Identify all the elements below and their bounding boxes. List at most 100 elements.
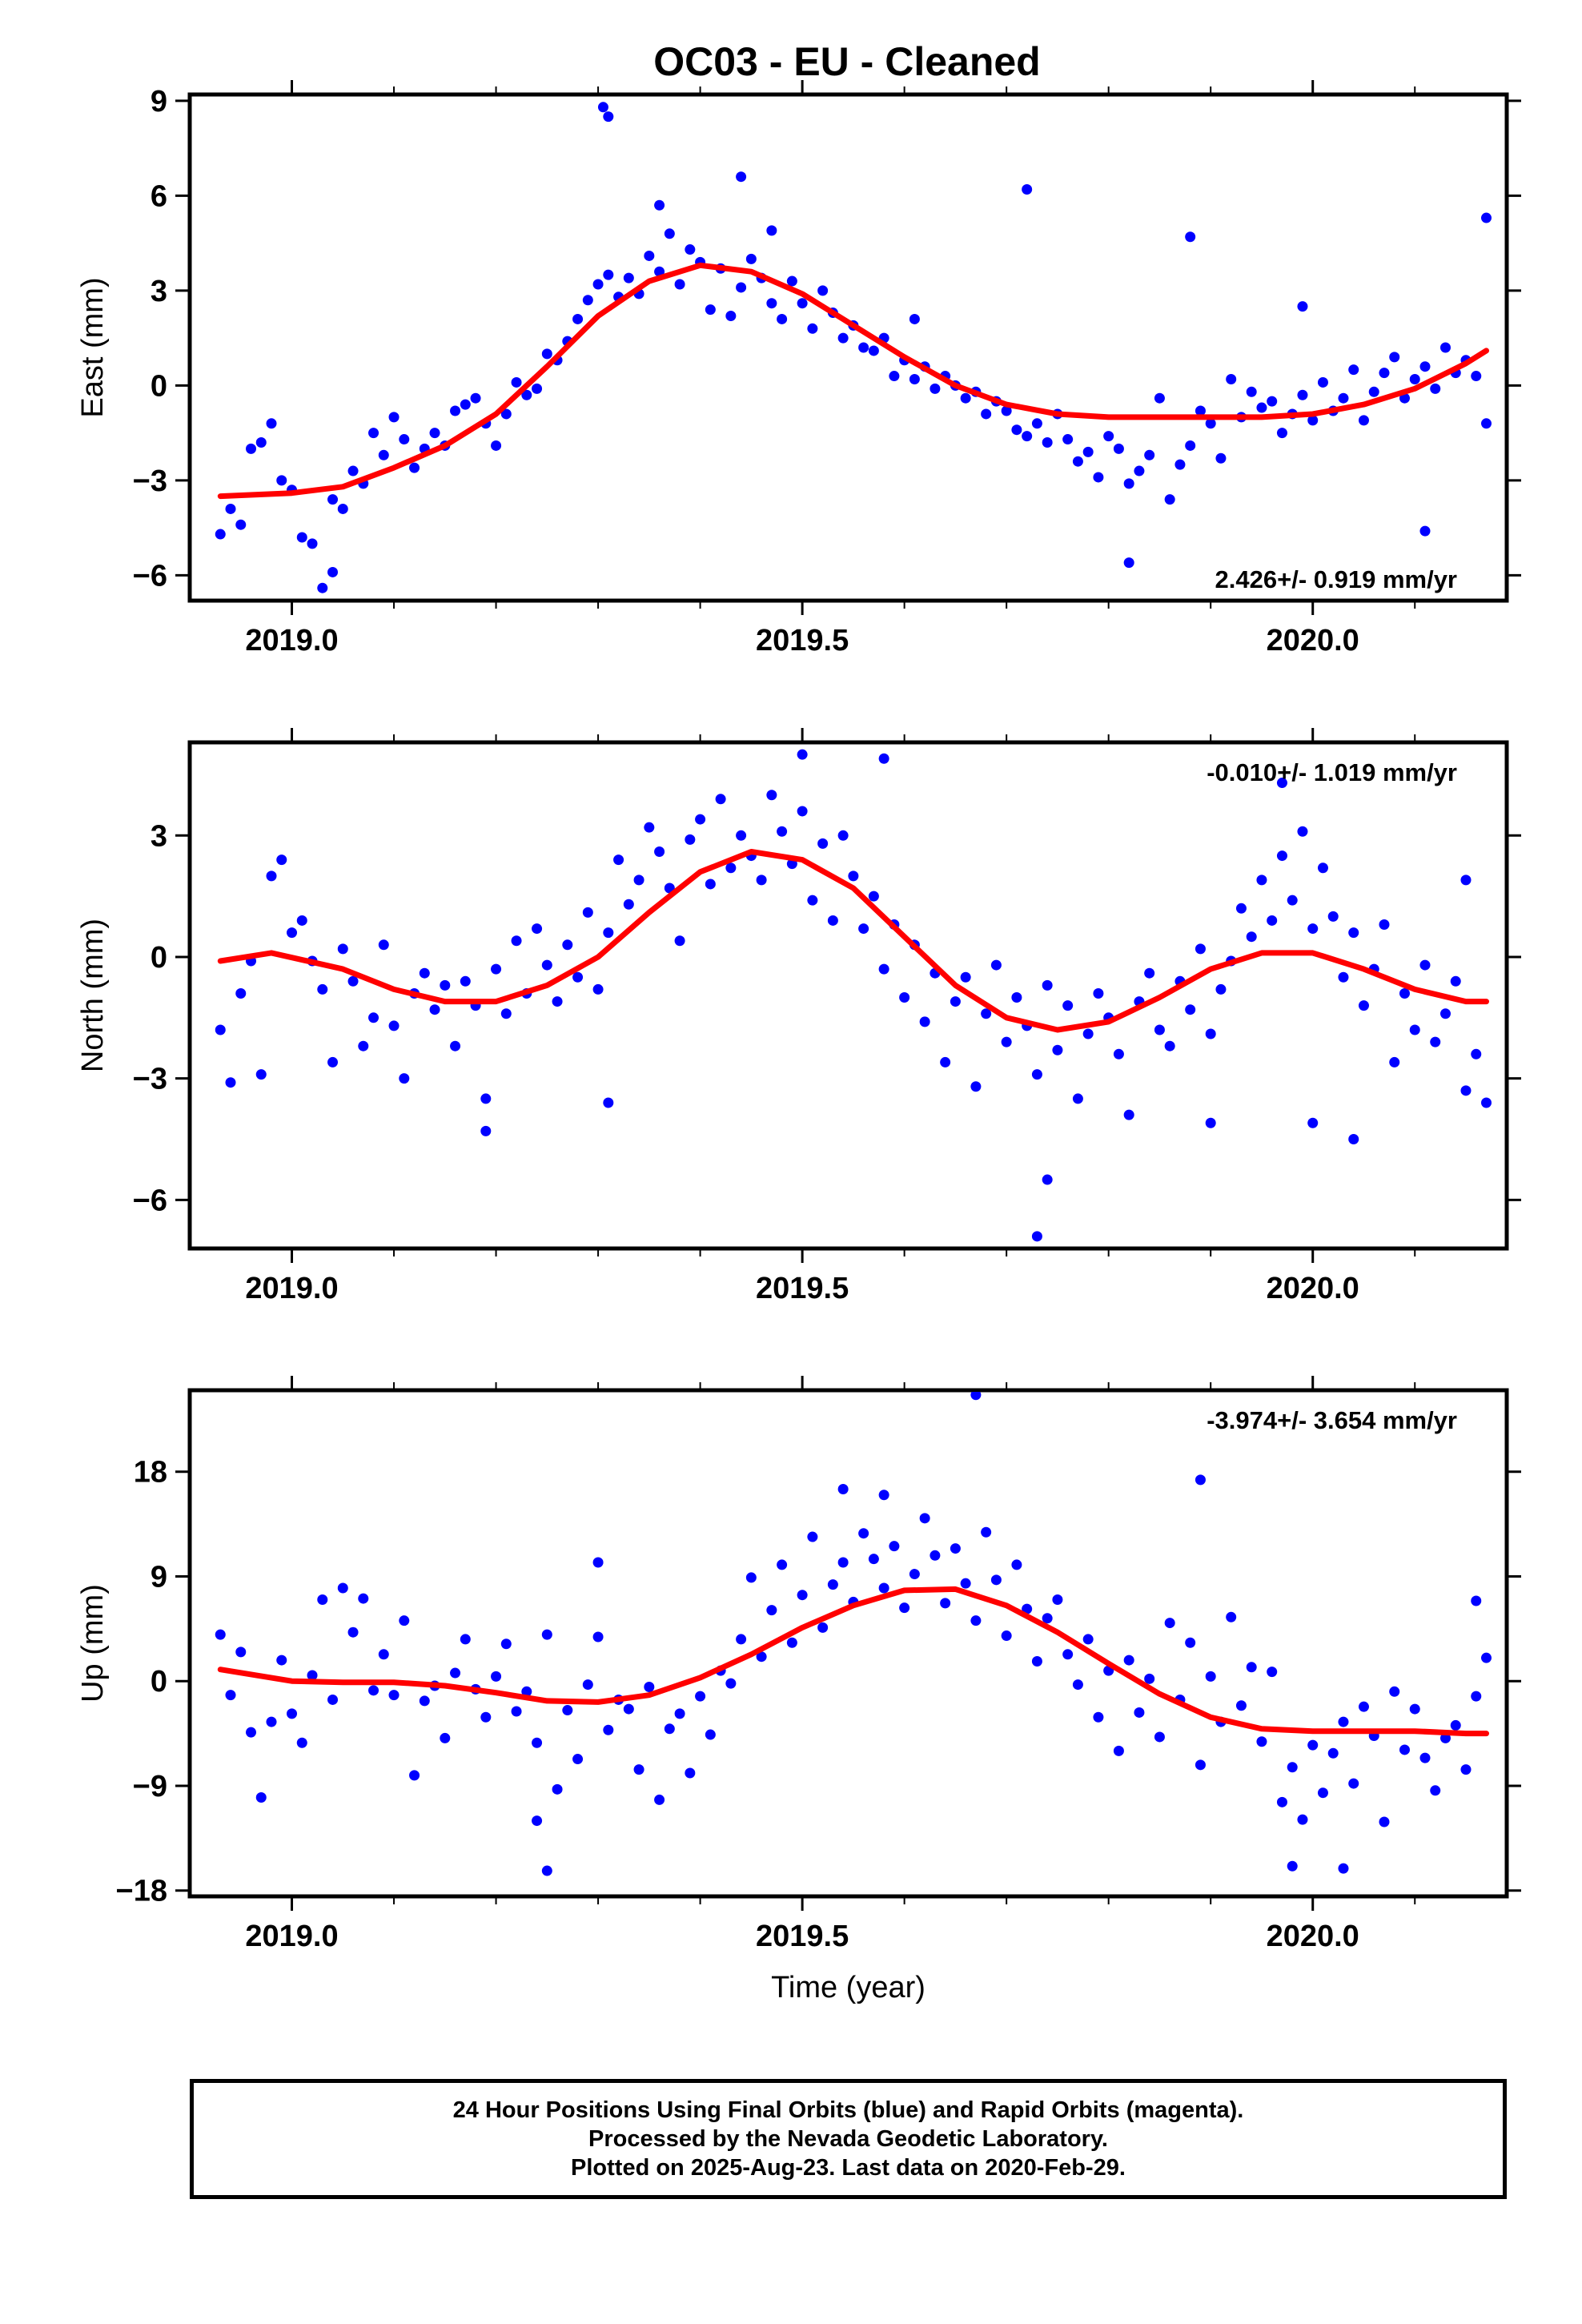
data-point [225, 1690, 236, 1701]
data-point [1430, 1036, 1441, 1047]
data-point [899, 992, 910, 1003]
data-point [1022, 1603, 1033, 1614]
data-point [674, 1708, 685, 1719]
data-point [255, 1792, 267, 1803]
data-point [399, 434, 410, 445]
data-point [837, 1483, 849, 1494]
y-tick-label: 9 [151, 85, 167, 119]
data-point [307, 1670, 318, 1681]
data-point [1144, 1673, 1155, 1684]
data-point [460, 399, 471, 410]
data-point [409, 1770, 420, 1781]
data-point [1185, 231, 1196, 243]
data-point [1379, 368, 1390, 379]
data-point [766, 298, 777, 309]
data-point [1399, 987, 1410, 999]
y-tick-label: −9 [133, 1770, 167, 1803]
data-point [1297, 301, 1308, 312]
footer-line-2: Processed by the Nevada Geodetic Laborat… [588, 2126, 1108, 2152]
data-point [1327, 1747, 1339, 1759]
data-point [919, 1016, 930, 1027]
data-point [1460, 1085, 1472, 1096]
data-point [296, 915, 307, 926]
data-point [1022, 184, 1033, 195]
data-point [623, 1703, 634, 1715]
data-point [337, 1582, 348, 1594]
data-point [1205, 1117, 1216, 1128]
data-point [1113, 1745, 1124, 1756]
data-point [981, 1008, 992, 1019]
data-point [1093, 472, 1104, 483]
velocity-label: 2.426+/- 0.919 mm/yr [1215, 565, 1457, 593]
data-point [868, 891, 879, 902]
data-point [654, 846, 665, 858]
data-point [378, 1649, 389, 1660]
data-point [266, 1716, 277, 1727]
data-layer [215, 749, 1492, 1242]
data-point [909, 1569, 920, 1580]
data-point [1052, 1044, 1063, 1055]
data-point [532, 1737, 543, 1748]
y-axis-label: North (mm) [76, 919, 110, 1072]
data-point [1317, 376, 1328, 388]
data-point [1154, 392, 1165, 404]
x-tick-label: 2019.0 [245, 1272, 338, 1305]
data-point [296, 1737, 307, 1748]
data-point [1439, 342, 1451, 353]
x-tick-label: 2019.5 [756, 624, 849, 657]
data-point [623, 272, 634, 283]
data-point [450, 1040, 461, 1051]
data-point [1409, 1024, 1420, 1035]
data-point [296, 532, 307, 543]
data-point [837, 332, 849, 344]
data-point [1358, 1000, 1369, 1011]
data-point [276, 475, 287, 486]
data-point [592, 279, 604, 290]
data-point [429, 428, 440, 439]
data-point [1471, 1691, 1482, 1702]
data-point [327, 1694, 339, 1705]
data-point [613, 854, 624, 866]
data-point [1389, 352, 1400, 363]
data-point [215, 1629, 226, 1640]
data-point [695, 814, 706, 825]
data-point [1338, 971, 1349, 983]
x-tick-label: 2019.0 [245, 1920, 338, 1953]
data-point [745, 253, 757, 264]
data-point [1042, 437, 1053, 448]
data-point [1389, 1686, 1400, 1697]
velocity-label: -0.010+/- 1.019 mm/yr [1207, 758, 1457, 786]
data-point [736, 282, 747, 293]
data-point [817, 1622, 829, 1633]
data-point [633, 875, 644, 886]
data-point [1031, 1231, 1042, 1242]
panel-east: 2019.0 2019.5 2020.0 9 6 3 0 −3 −6 East (mm) 2.426… [76, 80, 1521, 657]
data-point [603, 1724, 614, 1735]
data-point [1134, 465, 1145, 476]
data-point [215, 1024, 226, 1035]
data-point [1348, 1778, 1359, 1789]
data-point [266, 870, 277, 882]
data-point [1164, 1040, 1175, 1051]
data-point [592, 1557, 604, 1568]
data-point [868, 345, 879, 356]
data-point [1031, 1069, 1042, 1080]
data-point [725, 311, 737, 321]
footer-box: 24 Hour Positions Using Final Orbits (bl… [190, 2079, 1507, 2199]
data-point [1031, 1656, 1042, 1667]
data-point [500, 1638, 512, 1650]
data-point [817, 285, 829, 296]
data-point [1246, 1662, 1257, 1673]
data-point [1195, 405, 1206, 416]
data-point [654, 1794, 665, 1805]
data-point [1348, 927, 1359, 939]
data-point [541, 348, 552, 360]
data-point [807, 1531, 818, 1542]
data-point [827, 915, 838, 926]
data-point [1276, 850, 1287, 862]
data-point [1195, 943, 1206, 955]
data-point [1276, 778, 1287, 789]
data-point [1480, 418, 1492, 429]
data-point [736, 1634, 747, 1645]
data-point [1154, 1024, 1165, 1035]
